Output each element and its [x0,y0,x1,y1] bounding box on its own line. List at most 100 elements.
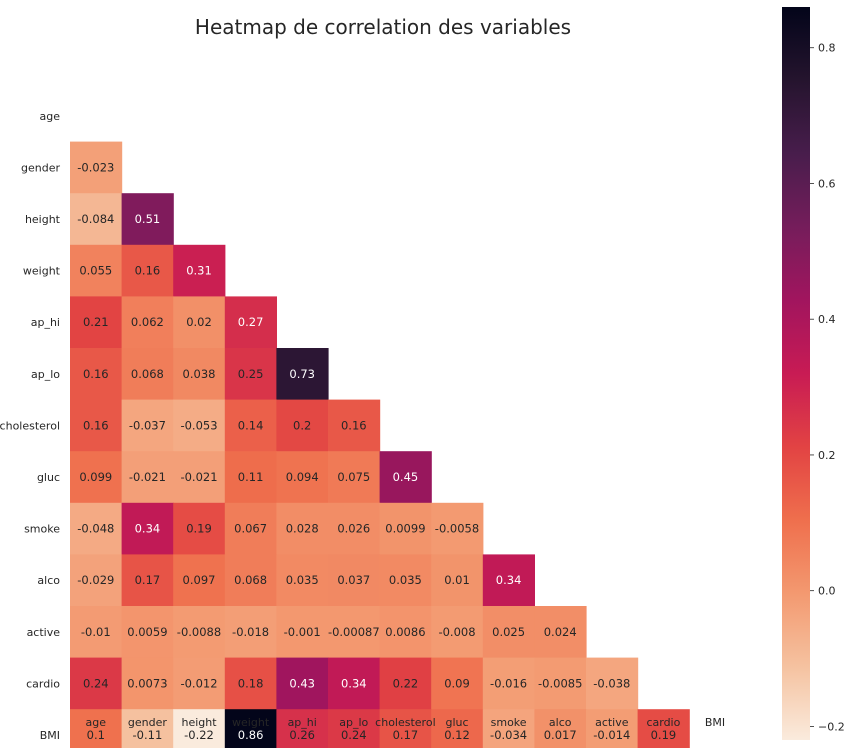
heatmap-cell-smoke-cholesterol [379,502,432,555]
y-tick-label-cardio: cardio [26,677,60,690]
cell-value-label: 0.062 [131,315,164,329]
heatmap-cell-alco-cholesterol [379,554,432,607]
heatmap-cell-cholesterol-height [173,399,226,452]
cell-value-label: -0.00087 [328,625,380,639]
heatmap-cell-gluc-age [70,451,123,504]
x-axis-tick-labels: age gender height weight ap_hi ap_lo cholester… [86,716,726,729]
heatmap-cell-cardio-cholesterol [379,657,432,710]
heatmap-cell-alco-weight [224,554,277,607]
cell-value-label: 0.19 [651,728,677,742]
cell-value-label: -0.22 [184,728,214,742]
heatmap-cell-BMI-weight [224,709,277,748]
cell-value-label: 0.16 [135,264,161,278]
heatmap-cell-BMI-smoke [482,709,535,748]
cell-value-label: -0.001 [284,625,321,639]
heatmap-cell-ap_lo-gender [121,348,174,401]
cell-value-label: 0.01 [444,573,470,587]
heatmap-cell-gluc-ap_hi [276,451,329,504]
heatmap-cell-BMI-active [586,709,639,748]
cell-value-label: 0.14 [238,418,264,432]
cell-value-label: 0.055 [79,264,112,278]
cell-value-label: 0.068 [234,573,267,587]
heatmap-cell-active-smoke [482,606,535,659]
heatmap-cell-alco-ap_hi [276,554,329,607]
colorbar-tick-label: 0.0 [818,585,836,598]
heatmap-cell-active-cholesterol [379,606,432,659]
x-tick-label-BMI: BMI [705,716,725,729]
heatmap-cell-gluc-gender [121,451,174,504]
cell-value-label: -0.0085 [538,676,582,690]
cell-value-label: 0.27 [238,315,264,329]
heatmap-cell-gluc-height [173,451,226,504]
cell-value-label: 0.24 [83,676,109,690]
cell-value-label: -0.053 [180,418,217,432]
heatmap-cell-smoke-ap_hi [276,502,329,555]
heatmap-cell-cholesterol-ap_hi [276,399,329,452]
cell-value-label: 0.11 [238,470,264,484]
heatmap-cell-cholesterol-age [70,399,123,452]
cell-value-label: 0.067 [234,522,267,536]
cell-value-label: 0.16 [341,418,367,432]
heatmap-cell-cardio-weight [224,657,277,710]
cell-value-label: 0.075 [337,470,370,484]
heatmap-cell-cardio-height [173,657,226,710]
heatmap-cell-smoke-ap_lo [328,502,381,555]
cell-value-label: 0.025 [492,625,525,639]
x-tick-label-cholesterol: cholesterol [375,716,435,729]
y-tick-label-BMI: BMI [40,729,60,742]
cell-value-label: 0.34 [135,522,161,536]
cell-value-label: 0.17 [393,728,419,742]
cell-value-label: 0.094 [286,470,319,484]
y-tick-label-height: height [25,213,61,226]
cell-value-label: -0.018 [232,625,269,639]
heatmap-cell-active-weight [224,606,277,659]
cell-value-label: -0.014 [593,728,630,742]
colorbar-tick-label: 0.4 [818,313,836,326]
x-tick-label-age: age [86,716,107,729]
cell-value-label: 0.16 [83,418,109,432]
heatmap-cell-active-gluc [431,606,484,659]
colorbar-tick-label: 0.2 [818,449,836,462]
heatmap-cell-alco-height [173,554,226,607]
x-tick-label-gender: gender [128,716,167,729]
y-tick-label-cholesterol: cholesterol [0,419,60,432]
heatmap-cell-gluc-ap_lo [328,451,381,504]
heatmap-cell-smoke-weight [224,502,277,555]
cell-value-label: 0.22 [393,676,419,690]
cell-value-label: 0.02 [186,315,212,329]
cell-value-label: -0.016 [490,676,527,690]
chart-title: Heatmap de correlation des variables [195,15,571,39]
cell-value-label: -0.0058 [435,522,479,536]
heatmap-cell-ap_hi-gender [121,296,174,349]
cell-value-label: -0.012 [180,676,217,690]
cell-value-label: 0.099 [79,470,112,484]
heatmap-cell-BMI-ap_hi [276,709,329,748]
x-tick-label-smoke: smoke [491,716,527,729]
heatmap-cell-weight-age [70,244,123,297]
heatmap-cell-ap_lo-age [70,348,123,401]
cell-value-label: 0.43 [289,676,315,690]
y-tick-label-gender: gender [21,161,60,174]
cell-value-label: 0.2 [293,418,311,432]
cell-value-label: 0.0073 [127,676,167,690]
cell-value-label: 0.0099 [385,522,425,536]
heatmap-cell-ap_hi-height [173,296,226,349]
cell-value-label: 0.017 [544,728,577,742]
cell-value-label: 0.024 [544,625,577,639]
cell-value-label: 0.16 [83,367,109,381]
heatmap-cell-gender-age [70,141,123,194]
cell-value-label: 0.068 [131,367,164,381]
cell-value-label: 0.86 [238,728,264,742]
cell-value-label: -0.021 [180,470,217,484]
cell-value-label: 0.26 [289,728,315,742]
y-tick-label-age: age [40,110,61,123]
y-tick-label-alco: alco [37,574,60,587]
cell-value-label: 0.037 [337,573,370,587]
cell-value-label: 0.34 [341,676,367,690]
x-tick-label-ap_lo: ap_lo [339,716,368,729]
cell-value-label: -0.008 [438,625,475,639]
heatmap-cell-cardio-gender [121,657,174,710]
heatmap-cell-cholesterol-weight [224,399,277,452]
colorbar: −0.2 0.0 0.2 0.4 0.6 0.8 [782,7,845,740]
heatmap-cell-active-age [70,606,123,659]
